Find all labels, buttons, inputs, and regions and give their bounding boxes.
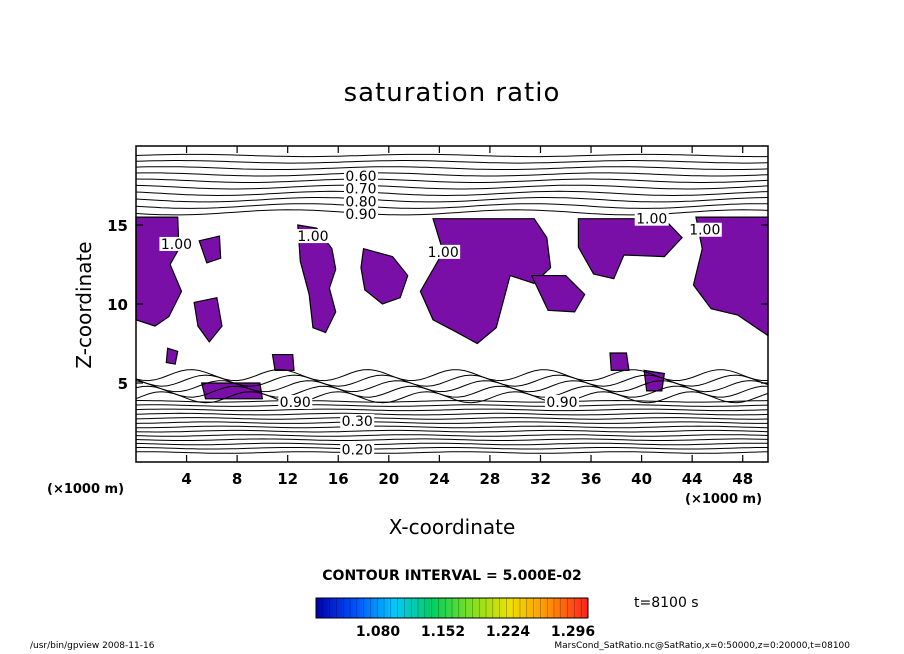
contour-interval-label: CONTOUR INTERVAL = 5.000E-02 — [322, 568, 582, 584]
contour-label: 1.00 — [297, 229, 328, 245]
contour-label: 0.90 — [546, 395, 577, 411]
contour-label: 1.00 — [636, 212, 667, 228]
y-tick-label: 5 — [118, 375, 128, 393]
x-tick-label: 40 — [631, 470, 652, 488]
x-axis-label: X-coordinate — [388, 515, 516, 539]
contour-label: 0.30 — [342, 414, 373, 430]
x-tick-label: 48 — [732, 470, 753, 488]
x-axis-ticks: 4 8 12 16 20 24 28 32 36 40 44 48 — [181, 146, 753, 488]
y-axis-label: Z-coordinate — [72, 241, 96, 369]
contour-label: 0.60 — [345, 169, 376, 185]
contour-label: 0.80 — [345, 194, 376, 210]
footer-left: /usr/bin/gpview 2008-11-16 — [30, 641, 155, 651]
contour-label: 0.90 — [280, 395, 311, 411]
x-unit-left: (×1000 m) — [47, 482, 125, 497]
contour-label: 0.70 — [345, 182, 376, 198]
y-tick-label: 15 — [107, 217, 128, 235]
contour-lines — [135, 153, 769, 454]
chart-title: saturation ratio — [343, 78, 561, 108]
contour-label-group: 0.600.700.800.90 1.001.001.001.001.000.90… — [159, 169, 722, 458]
x-tick-label: 20 — [378, 470, 399, 488]
x-tick-label: 44 — [682, 470, 703, 488]
colorbar-tick-label: 1.224 — [486, 624, 531, 640]
supersaturated-regions — [135, 216, 769, 400]
colorbar-tick-label: 1.080 — [356, 624, 401, 640]
x-tick-label: 36 — [581, 470, 602, 488]
contour-label: 1.00 — [689, 223, 720, 239]
footer-right: MarsCond_SatRatio.nc@SatRatio,x=0:50000,… — [554, 641, 850, 651]
contour-label: 1.00 — [161, 237, 192, 253]
x-tick-label: 4 — [181, 470, 191, 488]
x-tick-label: 28 — [479, 470, 500, 488]
colorbar-tick-label: 1.296 — [551, 624, 595, 640]
y-tick-label: 10 — [107, 296, 128, 314]
x-tick-label: 24 — [429, 470, 450, 488]
colorbar-tick-label: 1.152 — [421, 624, 465, 640]
x-tick-label: 12 — [277, 470, 298, 488]
contour-label: 0.20 — [342, 442, 373, 458]
colorbar: 1.080 1.152 1.224 1.296 — [315, 597, 595, 640]
x-tick-label: 32 — [530, 470, 551, 488]
x-tick-label: 16 — [328, 470, 349, 488]
contour-label: 1.00 — [428, 245, 459, 261]
time-label: t=8100 s — [634, 595, 699, 611]
x-unit-right: (×1000 m) — [685, 492, 763, 507]
x-tick-label: 8 — [232, 470, 242, 488]
contour-label: 0.90 — [345, 207, 376, 223]
y-axis-ticks: 5 10 15 — [107, 217, 768, 393]
